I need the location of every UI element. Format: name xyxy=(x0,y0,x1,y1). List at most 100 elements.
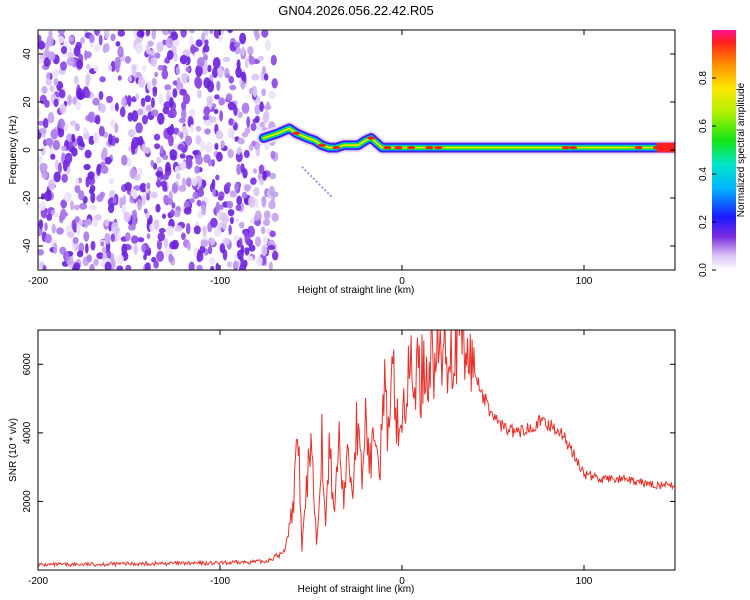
noise-blob xyxy=(178,185,187,192)
noise-blob xyxy=(44,234,52,244)
noise-blob xyxy=(252,168,258,174)
noise-blob xyxy=(218,191,225,200)
noise-blob xyxy=(207,158,212,167)
noise-blob xyxy=(181,232,186,241)
noise-blob xyxy=(61,46,67,54)
x-tick-label: -200 xyxy=(28,576,48,587)
noise-blob xyxy=(235,204,242,211)
noise-blob xyxy=(110,119,116,128)
noise-blob xyxy=(171,182,178,194)
noise-blob xyxy=(47,112,55,124)
noise-blob xyxy=(60,61,67,71)
noise-blob xyxy=(64,152,73,164)
noise-blob xyxy=(270,54,277,66)
noise-blob xyxy=(188,109,196,117)
noise-blob xyxy=(241,46,245,57)
noise-blob xyxy=(142,114,148,125)
noise-blob xyxy=(132,191,137,200)
noise-blob xyxy=(88,204,97,211)
noise-blob xyxy=(227,30,233,34)
noise-blob xyxy=(202,44,210,53)
noise-blob xyxy=(53,212,60,218)
noise-blob xyxy=(64,191,72,203)
noise-blob xyxy=(146,233,151,240)
noise-blob xyxy=(43,57,51,67)
noise-blob xyxy=(195,78,202,89)
noise-blob xyxy=(150,57,158,67)
noise-blob xyxy=(103,30,110,40)
noise-blob xyxy=(85,176,90,188)
noise-blob xyxy=(241,80,245,90)
noise-blob xyxy=(204,39,209,46)
noise-blob xyxy=(225,73,231,79)
noise-blob xyxy=(185,223,191,235)
snr-panel: -200 -100 0 100 6000 4000 2000 Height of stra… xyxy=(8,329,676,595)
noise-blob xyxy=(195,155,203,166)
noise-blob xyxy=(96,194,104,202)
noise-blob xyxy=(38,258,41,267)
noise-blob xyxy=(233,261,239,269)
noise-blob xyxy=(161,69,169,80)
noise-blob xyxy=(161,30,170,36)
noise-blob xyxy=(212,187,217,197)
noise-blob xyxy=(150,191,158,199)
noise-blob xyxy=(158,93,164,105)
noise-blob xyxy=(109,190,116,200)
noise-blob xyxy=(248,195,256,208)
noise-blob xyxy=(137,237,145,243)
noise-blob xyxy=(156,239,162,250)
ridge-peak xyxy=(569,146,578,150)
colorbar-tick-label: 0.6 xyxy=(698,119,709,133)
noise-blob xyxy=(90,191,96,204)
noise-blob xyxy=(77,92,85,100)
snr-background xyxy=(38,330,675,570)
noise-blob xyxy=(270,150,276,160)
ridge-peak xyxy=(425,146,434,150)
noise-blob xyxy=(248,144,254,152)
noise-blob xyxy=(162,106,170,115)
noise-blob xyxy=(197,211,204,219)
noise-blob xyxy=(169,97,174,108)
noise-blob xyxy=(131,64,137,77)
noise-blob xyxy=(141,243,146,253)
noise-blob xyxy=(153,133,161,141)
noise-blob xyxy=(259,177,264,186)
noise-blob xyxy=(220,30,225,36)
noise-blob xyxy=(52,141,61,150)
noise-blob xyxy=(85,243,89,254)
noise-blob xyxy=(192,150,199,156)
noise-blob xyxy=(115,41,121,47)
noise-blob xyxy=(195,125,202,132)
noise-blob xyxy=(202,115,209,121)
noise-blob xyxy=(207,64,212,73)
noise-blob xyxy=(61,145,67,152)
noise-blob xyxy=(133,185,141,191)
noise-blob xyxy=(235,66,242,79)
noise-blob xyxy=(132,218,136,230)
noise-blob xyxy=(219,212,228,222)
noise-blob xyxy=(195,135,202,145)
noise-blob xyxy=(41,86,48,94)
spectrogram-y-label: Frequency (Hz) xyxy=(8,116,19,185)
noise-blob xyxy=(171,202,176,209)
noise-blob xyxy=(153,260,159,269)
noise-blob xyxy=(137,167,143,176)
noise-blob xyxy=(189,30,195,34)
ridge-peak xyxy=(407,146,416,150)
noise-blob xyxy=(162,174,169,180)
spectrogram-noise-region xyxy=(38,30,279,270)
noise-blob xyxy=(170,155,177,161)
noise-blob xyxy=(152,88,158,97)
noise-blob xyxy=(197,57,205,68)
noise-blob xyxy=(242,168,248,179)
noise-blob xyxy=(211,159,215,167)
noise-blob xyxy=(243,259,248,268)
noise-blob xyxy=(214,142,219,151)
noise-blob xyxy=(259,101,264,112)
noise-blob xyxy=(248,56,256,65)
noise-blob xyxy=(124,182,132,191)
noise-blob xyxy=(96,252,105,260)
noise-blob xyxy=(74,123,80,132)
noise-blob xyxy=(267,244,275,250)
noise-blob xyxy=(98,34,103,46)
